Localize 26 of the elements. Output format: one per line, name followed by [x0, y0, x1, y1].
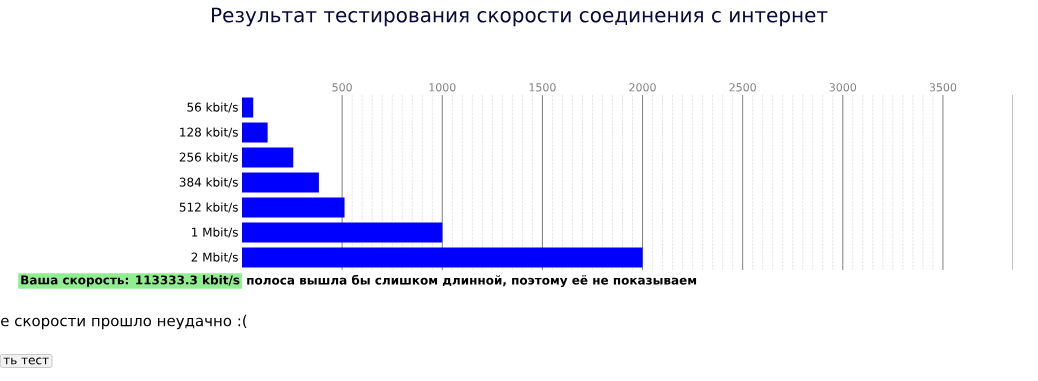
text: Ваша скорость: 113333.3 kbit/s — [21, 275, 240, 287]
bar — [242, 247, 643, 268]
x-tick-label: 1500 — [529, 83, 556, 92]
bar — [242, 97, 254, 118]
x-tick-label: 2000 — [629, 83, 656, 92]
bar — [242, 222, 443, 243]
y-tick-label: 1 Mbit/s — [192, 227, 238, 238]
bar — [242, 197, 345, 218]
y-tick-label: 256 kbit/s — [179, 152, 238, 163]
x-tick-label: 3000 — [829, 83, 857, 92]
bar — [242, 147, 294, 168]
x-tick-label: 500 — [332, 83, 352, 92]
text: полоса вышла бы слишком длинной, поэтому её не показываем — [247, 274, 697, 288]
chart-title: Результат тестирования скорости соединения с интернет — [212, 7, 828, 27]
x-tick-label: 3500 — [929, 83, 957, 92]
y-tick-label: 128 kbit/s — [180, 127, 238, 138]
y-tick-label: 56 kbit/s — [187, 102, 238, 113]
text: ть тест — [3, 357, 49, 365]
bar — [242, 172, 319, 193]
y-tick-label: 512 kbit/s — [179, 202, 238, 213]
y-tick-label: 2 Mbit/s — [191, 252, 238, 263]
bar — [242, 122, 268, 143]
x-tick-label: 2500 — [729, 83, 756, 92]
text: е скорости прошло неудачно :( — [1, 314, 247, 330]
x-tick-label: 1000 — [429, 83, 456, 92]
y-tick-label: 384 kbit/s — [179, 177, 238, 188]
